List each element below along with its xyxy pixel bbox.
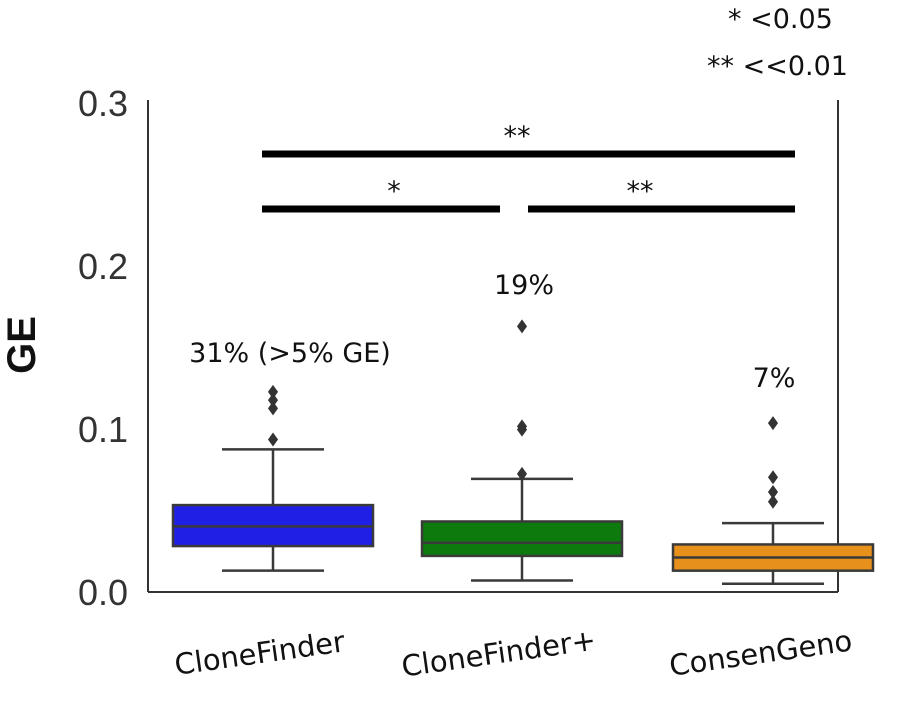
legend-entry: ** <<0.01: [707, 51, 848, 82]
x-tick-label: CloneFinder+: [399, 623, 598, 684]
x-tick-label: ConsenGeno: [667, 623, 854, 682]
y-tick-label: 0.0: [78, 572, 128, 613]
outlier-point: [516, 419, 528, 434]
outlier-point: [516, 319, 528, 334]
box-group: [171, 319, 875, 586]
iqr-box: [420, 520, 624, 558]
outlier-point: [767, 484, 779, 499]
box-annotation: 19%: [494, 270, 554, 301]
y-tick-label: 0.1: [78, 409, 128, 450]
significance-label: **: [504, 121, 531, 152]
box-annotation: 31% (>5% GE): [189, 338, 391, 369]
outlier-point: [267, 384, 279, 399]
box-annotation: 7%: [753, 363, 796, 394]
outlier-point: [767, 470, 779, 485]
x-tick-label: CloneFinder: [172, 624, 347, 682]
significance-label: **: [627, 176, 654, 207]
y-tick-label: 0.2: [78, 246, 128, 287]
outlier-point: [767, 494, 779, 509]
y-axis-label: GE: [0, 316, 44, 374]
outlier-point: [267, 432, 279, 447]
legend-entry: * <0.05: [728, 4, 833, 35]
outlier-point: [516, 466, 528, 481]
outlier-point: [267, 401, 279, 416]
outlier-point: [267, 393, 279, 408]
outlier-point: [767, 416, 779, 431]
significance-label: *: [387, 176, 401, 207]
y-tick-label: 0.3: [78, 83, 128, 124]
